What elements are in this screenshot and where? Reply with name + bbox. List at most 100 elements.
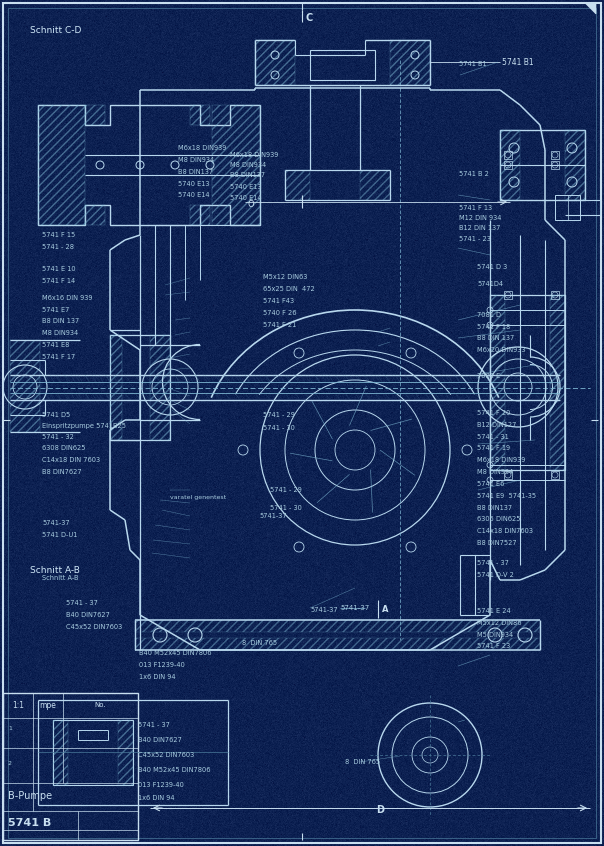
Text: 5741 - 32: 5741 - 32 <box>42 433 74 440</box>
Bar <box>550 295 565 470</box>
Bar <box>390 40 430 85</box>
Bar <box>551 291 559 299</box>
Text: 6308 DIN625: 6308 DIN625 <box>42 445 86 452</box>
Bar <box>504 151 512 159</box>
Text: B-Pumpe: B-Pumpe <box>8 791 52 801</box>
Bar <box>565 130 585 200</box>
Text: 5741 - 29: 5741 - 29 <box>263 411 295 418</box>
Text: 6305 DIN625: 6305 DIN625 <box>477 516 521 523</box>
Text: 5741 F 14: 5741 F 14 <box>42 277 76 284</box>
Text: 5741 D-U1: 5741 D-U1 <box>42 531 78 538</box>
Text: 5741 F 18: 5741 F 18 <box>477 323 510 330</box>
Text: 8  DIN 765: 8 DIN 765 <box>242 640 277 646</box>
Text: 5741 - 37: 5741 - 37 <box>138 722 170 728</box>
Text: C45x52 DIN7603: C45x52 DIN7603 <box>66 624 123 630</box>
Text: 5741 - 28: 5741 - 28 <box>42 244 74 250</box>
Text: 013 F1239-40: 013 F1239-40 <box>138 782 184 788</box>
Text: 5740 E13: 5740 E13 <box>178 180 210 187</box>
Text: 8  DIN 765: 8 DIN 765 <box>345 759 380 765</box>
Text: C14x18 DIN7603: C14x18 DIN7603 <box>477 528 533 535</box>
Text: 5741 - 31: 5741 - 31 <box>477 433 509 440</box>
Bar <box>53 720 133 785</box>
Text: 5741 B1: 5741 B1 <box>502 58 533 67</box>
Text: 5741 E 24: 5741 E 24 <box>477 607 511 614</box>
Text: 5740 E14: 5740 E14 <box>230 195 262 201</box>
Text: 5741 E7: 5741 E7 <box>42 306 69 313</box>
Bar <box>500 130 585 200</box>
Text: 7082 E: 7082 E <box>477 372 500 379</box>
Text: B40 DIN7627: B40 DIN7627 <box>66 612 111 618</box>
Text: Einspritzpumpe 5741B25: Einspritzpumpe 5741B25 <box>42 422 126 429</box>
Bar <box>110 335 122 440</box>
Text: M8 DIN934: M8 DIN934 <box>477 469 513 475</box>
Text: 5741 B1: 5741 B1 <box>459 61 487 68</box>
Text: B40 DIN7627: B40 DIN7627 <box>138 737 182 743</box>
Text: B8 DIN 137: B8 DIN 137 <box>477 335 515 342</box>
Bar <box>38 105 85 225</box>
Text: M8 DIN934: M8 DIN934 <box>230 162 266 168</box>
Text: 1x6 DIN 94: 1x6 DIN 94 <box>139 673 176 680</box>
Text: 5741 F 13: 5741 F 13 <box>459 205 492 212</box>
Bar <box>310 50 375 80</box>
Text: 5741 B: 5741 B <box>8 818 51 828</box>
Text: 5741 E9  5741-35: 5741 E9 5741-35 <box>477 492 536 499</box>
Bar <box>110 335 170 440</box>
Text: 5741 E 10: 5741 E 10 <box>42 266 76 272</box>
Text: M5 DIN934: M5 DIN934 <box>477 631 513 638</box>
Text: A: A <box>382 605 388 613</box>
Bar <box>135 638 540 650</box>
Text: M8 DIN934: M8 DIN934 <box>42 330 79 337</box>
Text: B12 DIN 137: B12 DIN 137 <box>459 225 501 232</box>
Bar <box>190 205 210 225</box>
Bar <box>3 693 138 840</box>
Text: C14x18 DIN 7603: C14x18 DIN 7603 <box>42 457 100 464</box>
Text: 5741 F 20: 5741 F 20 <box>477 409 510 416</box>
Text: Schnitt A-B: Schnitt A-B <box>30 565 80 574</box>
Text: B8 DIN7627: B8 DIN7627 <box>42 469 82 475</box>
Text: B8 DIN 137: B8 DIN 137 <box>42 318 80 325</box>
Text: M6x18 DIN939: M6x18 DIN939 <box>230 152 278 158</box>
Text: 5740 F 26: 5740 F 26 <box>263 310 296 316</box>
Bar <box>500 130 520 200</box>
Bar <box>504 471 512 479</box>
Text: 5741 - 30: 5741 - 30 <box>270 505 302 511</box>
Text: 5741 F 17: 5741 F 17 <box>42 354 76 360</box>
Text: 5741 B 2: 5741 B 2 <box>459 171 489 178</box>
Text: 65x25 DIN  472: 65x25 DIN 472 <box>263 286 315 293</box>
Text: 1:1: 1:1 <box>12 700 24 710</box>
Text: Schnitt C-D: Schnitt C-D <box>30 25 82 35</box>
Text: 013 F1239-40: 013 F1239-40 <box>139 662 185 668</box>
Bar <box>135 620 540 632</box>
Text: 5741 D5: 5741 D5 <box>42 411 71 418</box>
Text: 5740 E13: 5740 E13 <box>230 184 262 190</box>
Text: 5740 E14: 5740 E14 <box>178 192 210 199</box>
Text: 5741-37: 5741-37 <box>42 519 70 526</box>
Bar <box>551 161 559 169</box>
Text: 5741 E8: 5741 E8 <box>42 342 69 349</box>
Polygon shape <box>585 3 596 14</box>
Text: 2: 2 <box>8 761 12 766</box>
Text: mpe: mpe <box>40 700 56 710</box>
Bar <box>504 291 512 299</box>
Text: 5741 - 30: 5741 - 30 <box>263 425 295 431</box>
Text: Schnitt A-B: Schnitt A-B <box>42 574 79 581</box>
Text: M5x12 DIN86: M5x12 DIN86 <box>477 619 522 626</box>
Text: 5741 D 3: 5741 D 3 <box>477 264 507 271</box>
Text: 5741 F 19: 5741 F 19 <box>477 445 510 452</box>
Text: B12 DIN127: B12 DIN127 <box>477 421 516 428</box>
Text: 7081 D: 7081 D <box>477 311 501 318</box>
Text: 5741 F 15: 5741 F 15 <box>42 232 76 239</box>
Text: 5741 - 29: 5741 - 29 <box>270 487 302 493</box>
Text: 5741 - 37: 5741 - 37 <box>66 600 98 607</box>
Text: 5741 - 23: 5741 - 23 <box>459 235 491 242</box>
Text: C45x52 DIN7603: C45x52 DIN7603 <box>138 752 194 758</box>
Text: B8 DIN7527: B8 DIN7527 <box>477 540 517 547</box>
Text: 5741 D-V 2: 5741 D-V 2 <box>477 572 514 579</box>
Text: 5741-37: 5741-37 <box>310 607 338 613</box>
Text: No.: No. <box>94 702 106 708</box>
Text: O: O <box>248 200 255 208</box>
Bar <box>490 295 505 470</box>
Bar <box>53 720 68 785</box>
Text: 5741 - 37: 5741 - 37 <box>477 560 509 567</box>
Text: M6x16 DIN 939: M6x16 DIN 939 <box>42 294 93 301</box>
